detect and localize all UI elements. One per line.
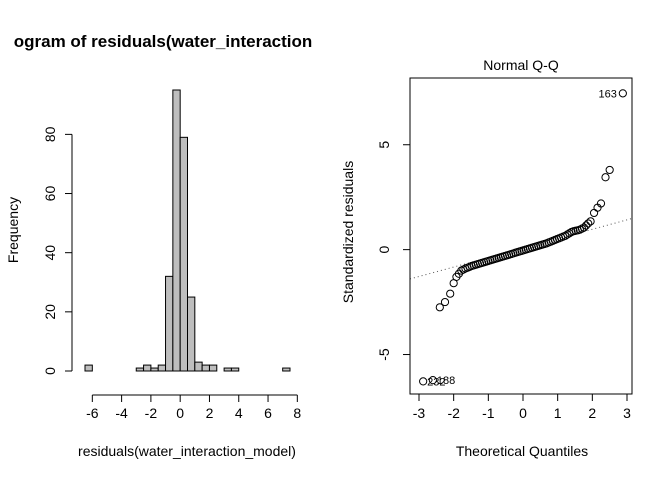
- qq-x-tick-label: 0: [519, 405, 527, 421]
- qq-y-label: Standardized residuals: [340, 161, 356, 303]
- qq-point: [605, 165, 614, 175]
- qq-point: [563, 230, 572, 239]
- histogram-x-tick-label: -2: [145, 405, 158, 421]
- histogram-y-axis: 0 20 40 60 80: [42, 126, 73, 375]
- histogram-y-tick-label: 40: [42, 245, 58, 261]
- histogram-x-axis: -6 -4 -2 0 2 4 6 8: [86, 394, 301, 421]
- histogram-x-label: residuals(water_interaction_model): [78, 443, 296, 459]
- qq-point: [589, 208, 599, 218]
- histogram-bar: [282, 367, 291, 372]
- qq-outlier-label: 188: [437, 375, 455, 387]
- qq-point: [581, 221, 591, 230]
- qq-x-tick-label: 1: [554, 405, 562, 421]
- histogram-x-tick-label: -6: [86, 405, 99, 421]
- histogram-x-tick-label: 2: [206, 405, 214, 421]
- qq-x-tick-label: -1: [482, 405, 495, 421]
- qq-title: Normal Q-Q: [483, 57, 559, 73]
- qq-point: [419, 377, 428, 386]
- histogram-panel: ogram of residuals(water_interaction -6-…: [5, 32, 312, 459]
- histogram-bar: [208, 364, 218, 372]
- qq-y-tick-label: 5: [376, 141, 392, 149]
- histogram-y-label: Frequency: [5, 197, 21, 263]
- histogram-bar: [84, 364, 93, 372]
- histogram-x-tick-label: -4: [115, 405, 128, 421]
- qq-x-label: Theoretical Quantiles: [456, 443, 588, 459]
- histogram-bar: [135, 367, 145, 372]
- qq-y-tick-label: -5: [376, 348, 392, 361]
- qq-point: [446, 289, 455, 298]
- histogram-y-tick-label: 20: [42, 304, 58, 320]
- qq-x-tick-label: -2: [447, 405, 460, 421]
- histogram-bar: [179, 136, 189, 372]
- qq-x-tick-label: 3: [623, 405, 631, 421]
- qq-point: [584, 219, 593, 228]
- histogram-y-tick-label: 0: [42, 367, 58, 375]
- histogram-bar: [150, 367, 159, 372]
- histogram-bar: [223, 367, 232, 372]
- qq-point: [596, 199, 606, 208]
- qq-x-axis: -3 -2 -1 0 1 2 3: [413, 393, 631, 421]
- qq-points: [419, 89, 627, 386]
- histogram-bar: [172, 89, 181, 372]
- qq-outlier-label: 232: [427, 376, 445, 388]
- histogram-bars: [84, 89, 291, 372]
- histogram-bar: [187, 296, 196, 372]
- qq-y-axis: -5 0 5: [376, 141, 411, 361]
- qq-point: [428, 376, 437, 385]
- histogram-x-tick-label: 6: [264, 405, 272, 421]
- histogram-bar: [201, 364, 210, 372]
- qq-point: [435, 303, 444, 312]
- qq-y-tick-label: 0: [376, 246, 392, 254]
- qq-x-tick-label: 2: [588, 405, 596, 421]
- histogram-y-tick-label: 80: [42, 126, 58, 142]
- qq-point: [586, 217, 595, 226]
- histogram-x-tick-label: 0: [176, 405, 184, 421]
- qq-point: [561, 231, 570, 240]
- qq-x-tick-label: -3: [413, 405, 426, 421]
- qq-plot-box: [409, 77, 633, 395]
- histogram-bar: [194, 361, 203, 372]
- histogram-x-tick-label: 8: [293, 405, 301, 421]
- histogram-bar: [143, 364, 152, 372]
- histogram-bar: [230, 367, 240, 372]
- qq-point: [601, 173, 610, 182]
- qq-outlier-label: 163: [598, 88, 616, 100]
- histogram-bar: [157, 364, 167, 372]
- qq-point: [618, 89, 627, 98]
- histogram-bar: [165, 275, 174, 372]
- qq-point: [440, 297, 450, 307]
- histogram-y-tick-label: 60: [42, 186, 58, 202]
- qq-point: [579, 223, 589, 232]
- histogram-title: ogram of residuals(water_interaction: [14, 32, 313, 51]
- histogram-x-tick-label: 4: [235, 405, 243, 421]
